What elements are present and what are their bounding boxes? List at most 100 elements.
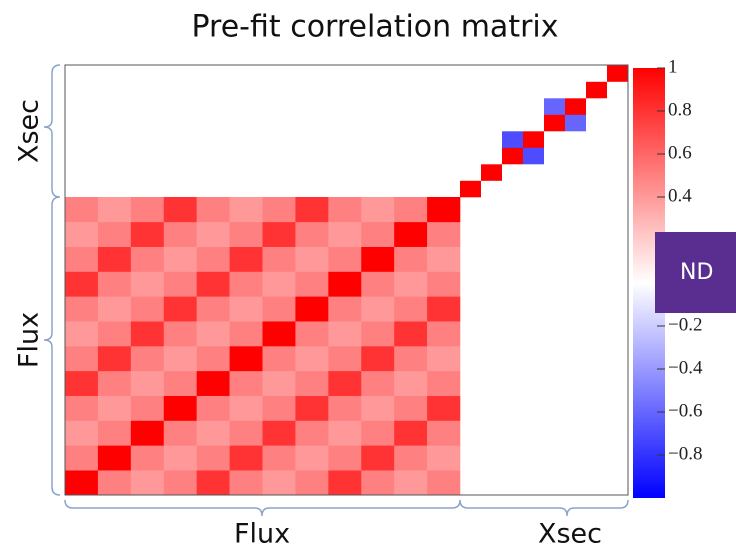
colorbar-tick-label: −0.2 bbox=[668, 314, 702, 335]
cell bbox=[163, 470, 197, 496]
cell bbox=[427, 346, 461, 372]
cell bbox=[394, 370, 428, 396]
cell bbox=[394, 420, 428, 446]
cell bbox=[295, 445, 329, 471]
cell bbox=[130, 321, 165, 347]
cell bbox=[481, 81, 503, 99]
cell bbox=[229, 197, 263, 223]
cell bbox=[196, 221, 230, 247]
cell bbox=[130, 395, 165, 421]
cell bbox=[262, 271, 296, 297]
cell bbox=[130, 346, 165, 372]
cell bbox=[97, 420, 132, 446]
cells bbox=[65, 65, 629, 496]
colorbar-tick-label: 0.6 bbox=[668, 142, 692, 163]
cell bbox=[130, 246, 165, 272]
nd-button-label[interactable]: ND bbox=[680, 260, 713, 285]
cell bbox=[586, 65, 608, 82]
cell bbox=[460, 131, 482, 148]
cell bbox=[229, 271, 263, 297]
cell bbox=[607, 131, 629, 148]
cell bbox=[481, 147, 503, 165]
cell bbox=[394, 470, 428, 496]
cell bbox=[586, 147, 608, 165]
cell bbox=[97, 246, 132, 272]
cell bbox=[361, 346, 395, 372]
cell bbox=[229, 395, 263, 421]
cell bbox=[328, 395, 362, 421]
cell bbox=[427, 420, 461, 446]
cell bbox=[163, 197, 197, 223]
cell bbox=[523, 114, 545, 132]
cell bbox=[361, 197, 395, 223]
cell bbox=[565, 180, 587, 198]
cell bbox=[130, 296, 165, 322]
cell bbox=[586, 180, 608, 198]
cell bbox=[544, 65, 566, 82]
x-group-label: Flux bbox=[234, 519, 290, 550]
cell bbox=[502, 180, 524, 198]
cell bbox=[328, 420, 362, 446]
nd-button[interactable] bbox=[655, 232, 736, 313]
cell bbox=[229, 346, 263, 372]
cell bbox=[97, 395, 132, 421]
colorbar-tick-label: 0.8 bbox=[668, 99, 692, 120]
cell bbox=[427, 321, 461, 347]
cell bbox=[295, 420, 329, 446]
cell bbox=[229, 370, 263, 396]
colorbar-tick-label: 1 bbox=[668, 56, 678, 77]
cell bbox=[97, 321, 132, 347]
cell bbox=[460, 114, 482, 132]
cell bbox=[361, 321, 395, 347]
chart-title: Pre-fit correlation matrix bbox=[191, 10, 558, 45]
cell bbox=[565, 98, 587, 115]
cell bbox=[262, 470, 296, 496]
cell bbox=[65, 246, 99, 272]
cell bbox=[565, 131, 587, 148]
cell bbox=[427, 246, 461, 272]
x-group-bracket bbox=[64, 499, 629, 517]
cell bbox=[163, 395, 197, 421]
cell bbox=[544, 164, 566, 181]
cell bbox=[262, 197, 296, 223]
cell bbox=[361, 420, 395, 446]
cell bbox=[65, 321, 99, 347]
cell bbox=[328, 246, 362, 272]
cell bbox=[361, 445, 395, 471]
cell bbox=[196, 445, 230, 471]
y-group-label: Xsec bbox=[14, 99, 45, 163]
cell bbox=[586, 164, 608, 181]
colorbar-tick-label: −0.4 bbox=[668, 357, 703, 378]
cell bbox=[361, 370, 395, 396]
cell bbox=[394, 221, 428, 247]
cell bbox=[295, 370, 329, 396]
cell bbox=[163, 370, 197, 396]
cell bbox=[607, 114, 629, 132]
cell bbox=[97, 221, 132, 247]
cell bbox=[502, 65, 524, 82]
cell bbox=[460, 98, 482, 115]
cell bbox=[328, 221, 362, 247]
cell bbox=[481, 98, 503, 115]
cell bbox=[361, 271, 395, 297]
cell bbox=[607, 180, 629, 198]
cell bbox=[427, 296, 461, 322]
cell bbox=[544, 81, 566, 99]
cell bbox=[481, 180, 503, 198]
cell bbox=[196, 470, 230, 496]
cell bbox=[523, 164, 545, 181]
cell bbox=[502, 164, 524, 181]
cell bbox=[481, 114, 503, 132]
cell bbox=[502, 131, 524, 148]
cell bbox=[295, 346, 329, 372]
cell bbox=[295, 246, 329, 272]
cell bbox=[65, 395, 99, 421]
cell bbox=[65, 296, 99, 322]
cell bbox=[262, 221, 296, 247]
cell bbox=[394, 296, 428, 322]
cell bbox=[328, 370, 362, 396]
cell bbox=[565, 65, 587, 82]
cell bbox=[97, 197, 132, 223]
cell bbox=[295, 470, 329, 496]
cell bbox=[394, 197, 428, 223]
